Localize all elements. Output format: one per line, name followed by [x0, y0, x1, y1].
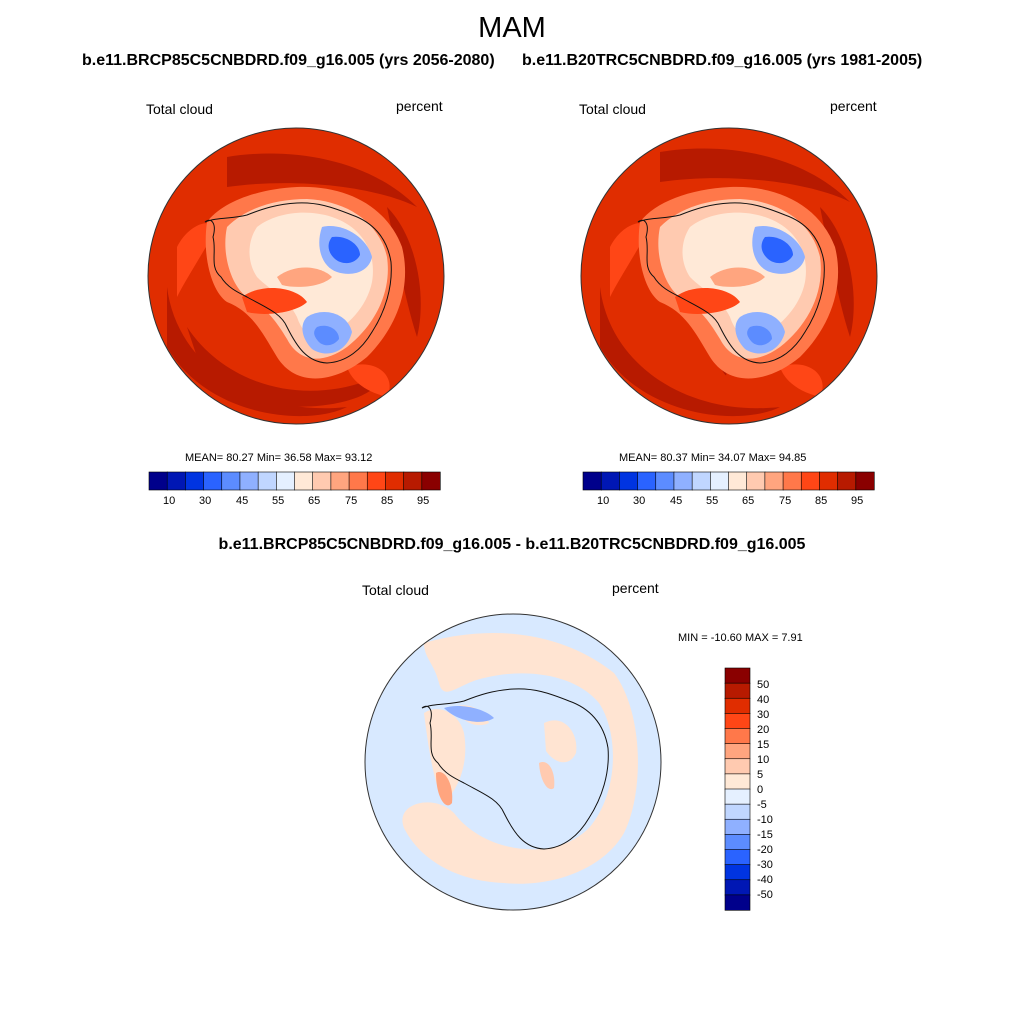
difference-title: b.e11.BRCP85C5CNBDRD.f09_g16.005 - b.e11… [218, 536, 806, 553]
colorbar-swatch [366, 471, 387, 491]
colorbar-swatch [724, 743, 751, 760]
colorbar-right-tick: 65 [742, 495, 755, 507]
colorbar-swatch [239, 471, 259, 491]
colorbar-right-tick: 55 [706, 495, 719, 507]
colorbar-difference-tick: 40 [757, 694, 770, 706]
panel-left-polar-map [147, 127, 445, 425]
colorbar-swatch [724, 818, 751, 835]
colorbar-swatch [691, 471, 711, 491]
colorbar-left-tick: 95 [417, 495, 430, 507]
colorbar-difference-tick: 50 [757, 679, 770, 691]
colorbar-swatch [294, 471, 314, 491]
colorbar-swatch [724, 803, 751, 820]
colorbar-difference-tick: 20 [757, 724, 770, 736]
colorbar-swatch [724, 758, 751, 775]
panel-right-title: b.e11.B20TRC5CNBDRD.f09_g16.005 (yrs 198… [522, 52, 923, 69]
colorbar-swatch [728, 471, 748, 491]
colorbar-right-tick: 10 [597, 495, 610, 507]
colorbar-difference-tick: -5 [757, 799, 767, 811]
panel-left-title: b.e11.BRCP85C5CNBDRD.f09_g16.005 (yrs 20… [82, 52, 495, 69]
difference-stats: MIN = -10.60 MAX = 7.91 [678, 632, 803, 644]
colorbar-swatch [221, 471, 241, 491]
colorbar-swatch [819, 471, 839, 491]
colorbar-left [148, 471, 441, 491]
colorbar-swatch [724, 682, 751, 699]
colorbar-swatch [855, 471, 875, 491]
colorbar-swatch [724, 894, 751, 911]
colorbar-swatch [724, 834, 751, 851]
colorbar-swatch [724, 713, 751, 730]
colorbar-left-tick: 75 [345, 495, 358, 507]
colorbar-difference-tick: -20 [757, 844, 773, 856]
colorbar-difference-tick: 0 [757, 784, 764, 796]
colorbar-swatch [724, 849, 751, 866]
difference-units-label: percent [612, 580, 659, 596]
panel-right-field-label: Total cloud [579, 101, 646, 117]
colorbar-swatch [312, 471, 332, 491]
colorbar-right-tick: 75 [779, 495, 792, 507]
colorbar-left-tick: 55 [272, 495, 285, 507]
colorbar-swatch [724, 667, 751, 684]
difference-field-label: Total cloud [362, 582, 429, 598]
panel-left-stats: MEAN= 80.27 Min= 36.58 Max= 93.12 [185, 452, 373, 464]
colorbar-swatch [203, 471, 223, 491]
colorbar-difference-tick: 30 [757, 709, 770, 721]
colorbar-right [582, 471, 875, 491]
colorbar-difference-tick: 10 [757, 754, 770, 766]
colorbar-swatch [746, 471, 766, 491]
colorbar-swatch [637, 471, 657, 491]
difference-polar-map [364, 613, 662, 911]
colorbar-swatch [600, 471, 620, 491]
colorbar-swatch [655, 471, 675, 491]
colorbar-swatch [764, 471, 784, 491]
colorbar-difference-tick: 15 [757, 739, 770, 751]
colorbar-right-tick: 95 [851, 495, 864, 507]
panel-left-units-label: percent [396, 98, 443, 114]
colorbar-right-tick: 45 [670, 495, 683, 507]
colorbar-swatch [724, 788, 751, 805]
colorbar-difference [724, 667, 751, 911]
colorbar-swatch [782, 471, 802, 491]
colorbar-swatch [800, 471, 821, 491]
panel-right-polar-map [580, 127, 878, 425]
colorbar-swatch [403, 471, 423, 491]
panel-right-units-label: percent [830, 98, 877, 114]
colorbar-swatch [724, 697, 751, 714]
colorbar-swatch [724, 864, 751, 881]
colorbar-difference-tick: -50 [757, 889, 773, 901]
colorbar-swatch [185, 471, 205, 491]
colorbar-swatch [724, 773, 751, 790]
colorbar-left-tick: 65 [308, 495, 321, 507]
colorbar-difference-tick: -30 [757, 859, 773, 871]
colorbar-swatch [421, 471, 441, 491]
colorbar-swatch [724, 879, 751, 896]
colorbar-difference-tick: -40 [757, 874, 773, 886]
colorbar-difference-tick: -15 [757, 829, 773, 841]
colorbar-swatch [166, 471, 186, 491]
colorbar-difference-tick: 5 [757, 769, 764, 781]
colorbar-swatch [330, 471, 350, 491]
colorbar-difference-tick: -10 [757, 814, 773, 826]
colorbar-swatch [673, 471, 693, 491]
colorbar-swatch [348, 471, 368, 491]
colorbar-right-tick: 30 [633, 495, 646, 507]
colorbar-swatch [276, 471, 296, 491]
colorbar-swatch [724, 728, 751, 745]
colorbar-left-tick: 85 [381, 495, 394, 507]
colorbar-swatch [257, 471, 277, 491]
colorbar-left-tick: 30 [199, 495, 212, 507]
panel-right-stats: MEAN= 80.37 Min= 34.07 Max= 94.85 [619, 452, 807, 464]
page-title: MAM [478, 12, 546, 44]
colorbar-swatch [582, 471, 602, 491]
colorbar-right-tick: 85 [815, 495, 828, 507]
colorbar-left-tick: 45 [236, 495, 249, 507]
colorbar-swatch [837, 471, 857, 491]
colorbar-left-tick: 10 [163, 495, 176, 507]
colorbar-swatch [148, 471, 168, 491]
colorbar-swatch [619, 471, 639, 491]
colorbar-swatch [385, 471, 405, 491]
colorbar-swatch [710, 471, 730, 491]
panel-left-field-label: Total cloud [146, 101, 213, 117]
